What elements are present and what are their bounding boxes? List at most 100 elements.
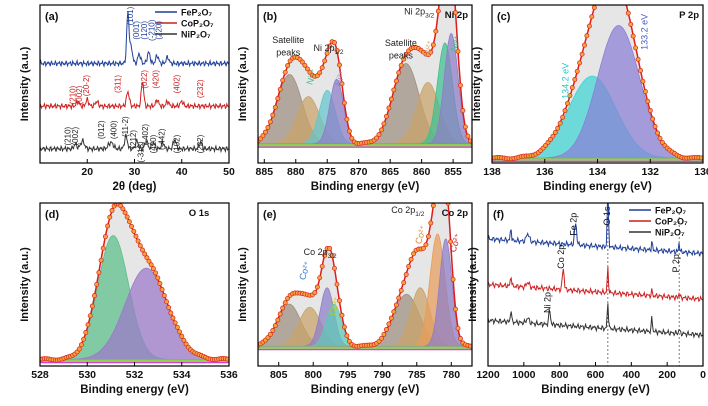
- data-point: [92, 293, 97, 299]
- panel-label: (a): [45, 11, 59, 23]
- data-point: [179, 333, 185, 339]
- data-point: [334, 281, 340, 287]
- peak-annotation: (120): [140, 21, 149, 40]
- data-point: [630, 33, 636, 39]
- data-point: [386, 105, 392, 111]
- data-point: [341, 324, 347, 330]
- data-point: [652, 124, 658, 129]
- x-tick-label: 875: [318, 166, 336, 178]
- data-point: [166, 305, 172, 311]
- peak-annotation: (220): [154, 21, 163, 40]
- data-point: [450, 276, 456, 282]
- data-point: [349, 135, 355, 141]
- data-point: [406, 263, 412, 269]
- peak-annotation: (022): [140, 70, 149, 89]
- data-point: [270, 112, 276, 118]
- data-point: [455, 325, 461, 331]
- peak-annotation: Ni 2p: [543, 292, 553, 313]
- data-point: [164, 299, 169, 305]
- peak-annotation: Satellite: [272, 35, 304, 45]
- x-tick-label: 30: [129, 166, 141, 178]
- peak-annotation: (-210): [147, 19, 156, 41]
- data-point: [339, 81, 345, 87]
- data-point: [398, 288, 404, 293]
- x-axis-label: 2θ (deg): [113, 181, 157, 193]
- data-point: [168, 310, 174, 316]
- data-point: [124, 214, 130, 220]
- peak-annotation: peaks: [389, 51, 414, 61]
- background-band-2: [258, 348, 472, 351]
- data-point: [76, 346, 82, 352]
- peak-annotation: (232): [196, 79, 205, 98]
- plot-area: [492, 5, 703, 163]
- data-point: [388, 96, 394, 102]
- data-point: [78, 342, 84, 348]
- plot-frame: [257, 202, 473, 367]
- peak-annotation: Fe 2p: [569, 213, 579, 236]
- data-point: [659, 139, 665, 145]
- data-point: [317, 70, 323, 76]
- data-point: [560, 114, 566, 120]
- peak-annotation: (002): [71, 126, 80, 145]
- data-point: [403, 51, 409, 57]
- peak-annotation: (210): [68, 85, 77, 104]
- x-tick-label: 880: [287, 166, 305, 178]
- series-line-0: [40, 11, 229, 68]
- data-point: [633, 45, 639, 51]
- data-point: [265, 335, 271, 341]
- data-point: [174, 324, 180, 330]
- x-tick-label: 130: [694, 166, 708, 178]
- peak-annotation: (001): [132, 21, 141, 40]
- data-point: [428, 220, 434, 226]
- data-point: [161, 293, 167, 299]
- data-point: [381, 331, 387, 337]
- x-tick-label: 795: [339, 369, 357, 381]
- series-line-2: [488, 303, 703, 339]
- x-tick-label: 134: [589, 166, 607, 178]
- data-point: [260, 133, 266, 139]
- data-point: [146, 258, 152, 264]
- data-point: [140, 247, 145, 253]
- data-point: [458, 336, 463, 341]
- panel-f: 1200 1000 800 600 400 200 0 Binding energy (eV)…: [467, 202, 706, 396]
- data-point: [467, 343, 472, 349]
- x-axis-label: Binding energy (eV): [541, 384, 650, 396]
- data-point: [94, 281, 100, 287]
- data-point: [314, 284, 320, 290]
- peak-annotation: (-402): [141, 124, 150, 146]
- data-point: [334, 47, 340, 53]
- data-point: [148, 262, 154, 268]
- data-point: [393, 78, 399, 84]
- peak-annotation: Satellite: [385, 38, 417, 48]
- data-point: [376, 132, 382, 138]
- peak-annotation: (102): [172, 134, 181, 153]
- data-point: [465, 133, 471, 139]
- data-point: [319, 65, 325, 71]
- peak-annotation: Ni³⁺: [448, 34, 463, 53]
- background-band: [258, 346, 472, 349]
- data-point: [698, 155, 703, 161]
- data-point: [579, 51, 585, 57]
- background-band-2: [258, 146, 472, 148]
- data-point: [317, 275, 323, 281]
- data-point: [401, 280, 407, 286]
- data-point: [170, 315, 176, 321]
- data-point: [275, 317, 281, 323]
- data-point: [655, 130, 661, 136]
- data-point: [586, 23, 592, 29]
- x-axis-label: Binding energy (eV): [80, 384, 189, 396]
- data-point: [346, 128, 352, 134]
- peak-annotation: (420): [149, 134, 158, 153]
- data-point: [381, 121, 387, 127]
- data-point: [337, 298, 342, 304]
- x-tick-label: 800: [551, 369, 569, 381]
- data-point: [430, 42, 436, 48]
- x-tick-label: 1200: [476, 369, 500, 381]
- data-point: [159, 287, 165, 292]
- panel-title: O 1s: [189, 208, 210, 219]
- data-point: [645, 98, 651, 104]
- y-axis-label: Intensity (a.u.): [19, 247, 31, 322]
- x-tick-label: 50: [223, 166, 235, 178]
- data-point: [102, 234, 108, 240]
